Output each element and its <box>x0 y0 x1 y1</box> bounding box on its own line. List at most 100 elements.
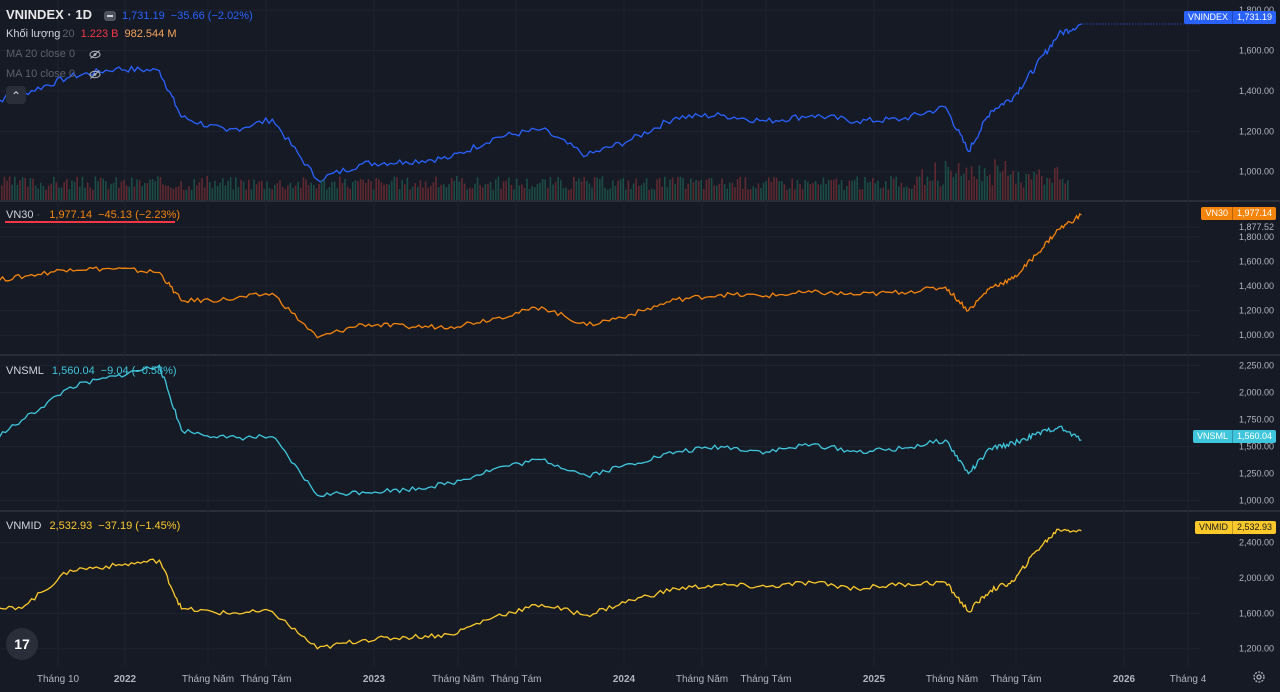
volume-bar <box>817 184 819 200</box>
volume-bar <box>370 181 372 200</box>
vnmid-label[interactable]: VNMID <box>6 520 42 532</box>
y-tick-label: 1,800.00 <box>1239 232 1274 242</box>
volume-bar <box>1041 176 1043 200</box>
chevron-up-icon[interactable]: ⌃ <box>6 86 26 104</box>
tradingview-logo[interactable]: 17 <box>6 628 38 660</box>
volume-bar <box>1030 179 1033 200</box>
volume-bar <box>183 189 185 200</box>
volume-bar <box>180 181 182 200</box>
volume-bar <box>34 185 37 200</box>
volume-bar <box>305 179 307 200</box>
volume-bar <box>216 186 219 200</box>
volume-bar <box>331 182 333 200</box>
eye-off-icon[interactable] <box>89 69 101 79</box>
volume-bar <box>112 182 115 200</box>
x-tick-label: Tháng Tám <box>491 674 542 685</box>
volume-label[interactable]: Khối lượng <box>6 28 61 40</box>
volume-bar <box>723 184 726 200</box>
eye-off-icon[interactable] <box>89 49 101 59</box>
volume-bar <box>638 185 640 200</box>
volume-bar <box>79 186 81 200</box>
volume-bar <box>521 184 523 200</box>
volume-bar <box>16 184 19 200</box>
ma10-label[interactable]: MA 10 close 0 <box>6 68 76 80</box>
y-tick-label: 1,250.00 <box>1239 469 1274 479</box>
volume-bar <box>552 184 554 200</box>
volume-bar <box>159 177 162 200</box>
volume-bar <box>801 189 804 200</box>
volume-bar <box>404 184 406 200</box>
volume-bar <box>874 183 877 200</box>
volume-bar <box>1035 174 1038 200</box>
volume-bar <box>762 182 765 200</box>
volume-bar <box>747 189 749 200</box>
vn30-label[interactable]: VN30 <box>6 209 34 221</box>
legend-vnindex: VNINDEX · 1D 1,731.19 −35.66 (−2.02%) <box>6 7 259 22</box>
volume-bar <box>973 176 975 200</box>
volume-length: 20 <box>62 28 75 40</box>
volume-bar <box>146 183 149 200</box>
volume-bar <box>549 177 552 200</box>
volume-bar <box>3 176 6 200</box>
volume-bar <box>853 179 856 200</box>
volume-bar <box>921 169 923 200</box>
volume-bar <box>344 178 346 200</box>
volume-bar <box>81 176 84 200</box>
volume-bar <box>320 179 323 200</box>
volume-bar <box>682 178 684 200</box>
volume-bar <box>656 179 658 200</box>
volume-bar <box>92 189 94 200</box>
volume-bar <box>307 185 310 200</box>
y-tick-label: 1,200.00 <box>1239 306 1274 316</box>
volume-bar <box>591 187 593 200</box>
volume-bar <box>102 178 104 200</box>
y-tick-label: 1,000.00 <box>1239 330 1274 340</box>
y-tick-label: 2,000.00 <box>1239 387 1274 397</box>
symbol-title[interactable]: VNINDEX · 1D <box>6 7 92 22</box>
volume-bar <box>978 165 981 200</box>
volume-bar <box>994 159 996 200</box>
volume-bar <box>1028 174 1030 200</box>
volume-bar <box>55 182 58 200</box>
volume-bar <box>736 179 739 200</box>
volume-bar <box>661 186 663 200</box>
volume-bar <box>835 178 838 200</box>
volume-bar <box>352 181 354 200</box>
volume-bar <box>578 178 580 200</box>
volume-bar <box>804 179 806 200</box>
x-tick-label: Tháng 10 <box>37 674 80 685</box>
volume-bar <box>859 189 861 200</box>
legend-vn30: VN30 · 1,977.14 −45.13 (−2.23%) <box>6 209 181 221</box>
volume-bar <box>1009 174 1012 200</box>
volume-bar <box>24 177 26 200</box>
volume-bar <box>492 189 494 200</box>
volume-bar <box>1004 161 1007 200</box>
volume-bar <box>123 179 125 200</box>
minimize-button[interactable] <box>103 11 116 22</box>
x-tick-label: Tháng Năm <box>432 674 484 685</box>
volume-bar <box>648 190 650 200</box>
volume-bar <box>708 178 710 200</box>
volume-bar <box>302 177 305 200</box>
gear-icon[interactable] <box>1252 670 1266 684</box>
volume-bar <box>341 182 344 200</box>
volume-bar <box>63 182 65 200</box>
volume-bar <box>796 180 799 200</box>
volume-bar <box>562 188 565 200</box>
volume-bar <box>224 185 227 200</box>
volume-bar <box>955 173 957 200</box>
volume-bar <box>895 176 897 200</box>
volume-value: 1.223 B <box>80 28 119 40</box>
volume-bar <box>237 187 240 200</box>
volume-bar <box>690 178 692 200</box>
ma20-label[interactable]: MA 20 close 0 <box>6 48 76 60</box>
volume-bar <box>430 185 432 200</box>
volume-bar <box>807 181 809 200</box>
vnsml-label[interactable]: VNSML <box>6 365 44 377</box>
volume-bar <box>864 177 866 200</box>
volume-bar <box>268 188 271 200</box>
volume-bar <box>8 176 11 200</box>
volume-bar <box>718 183 721 200</box>
